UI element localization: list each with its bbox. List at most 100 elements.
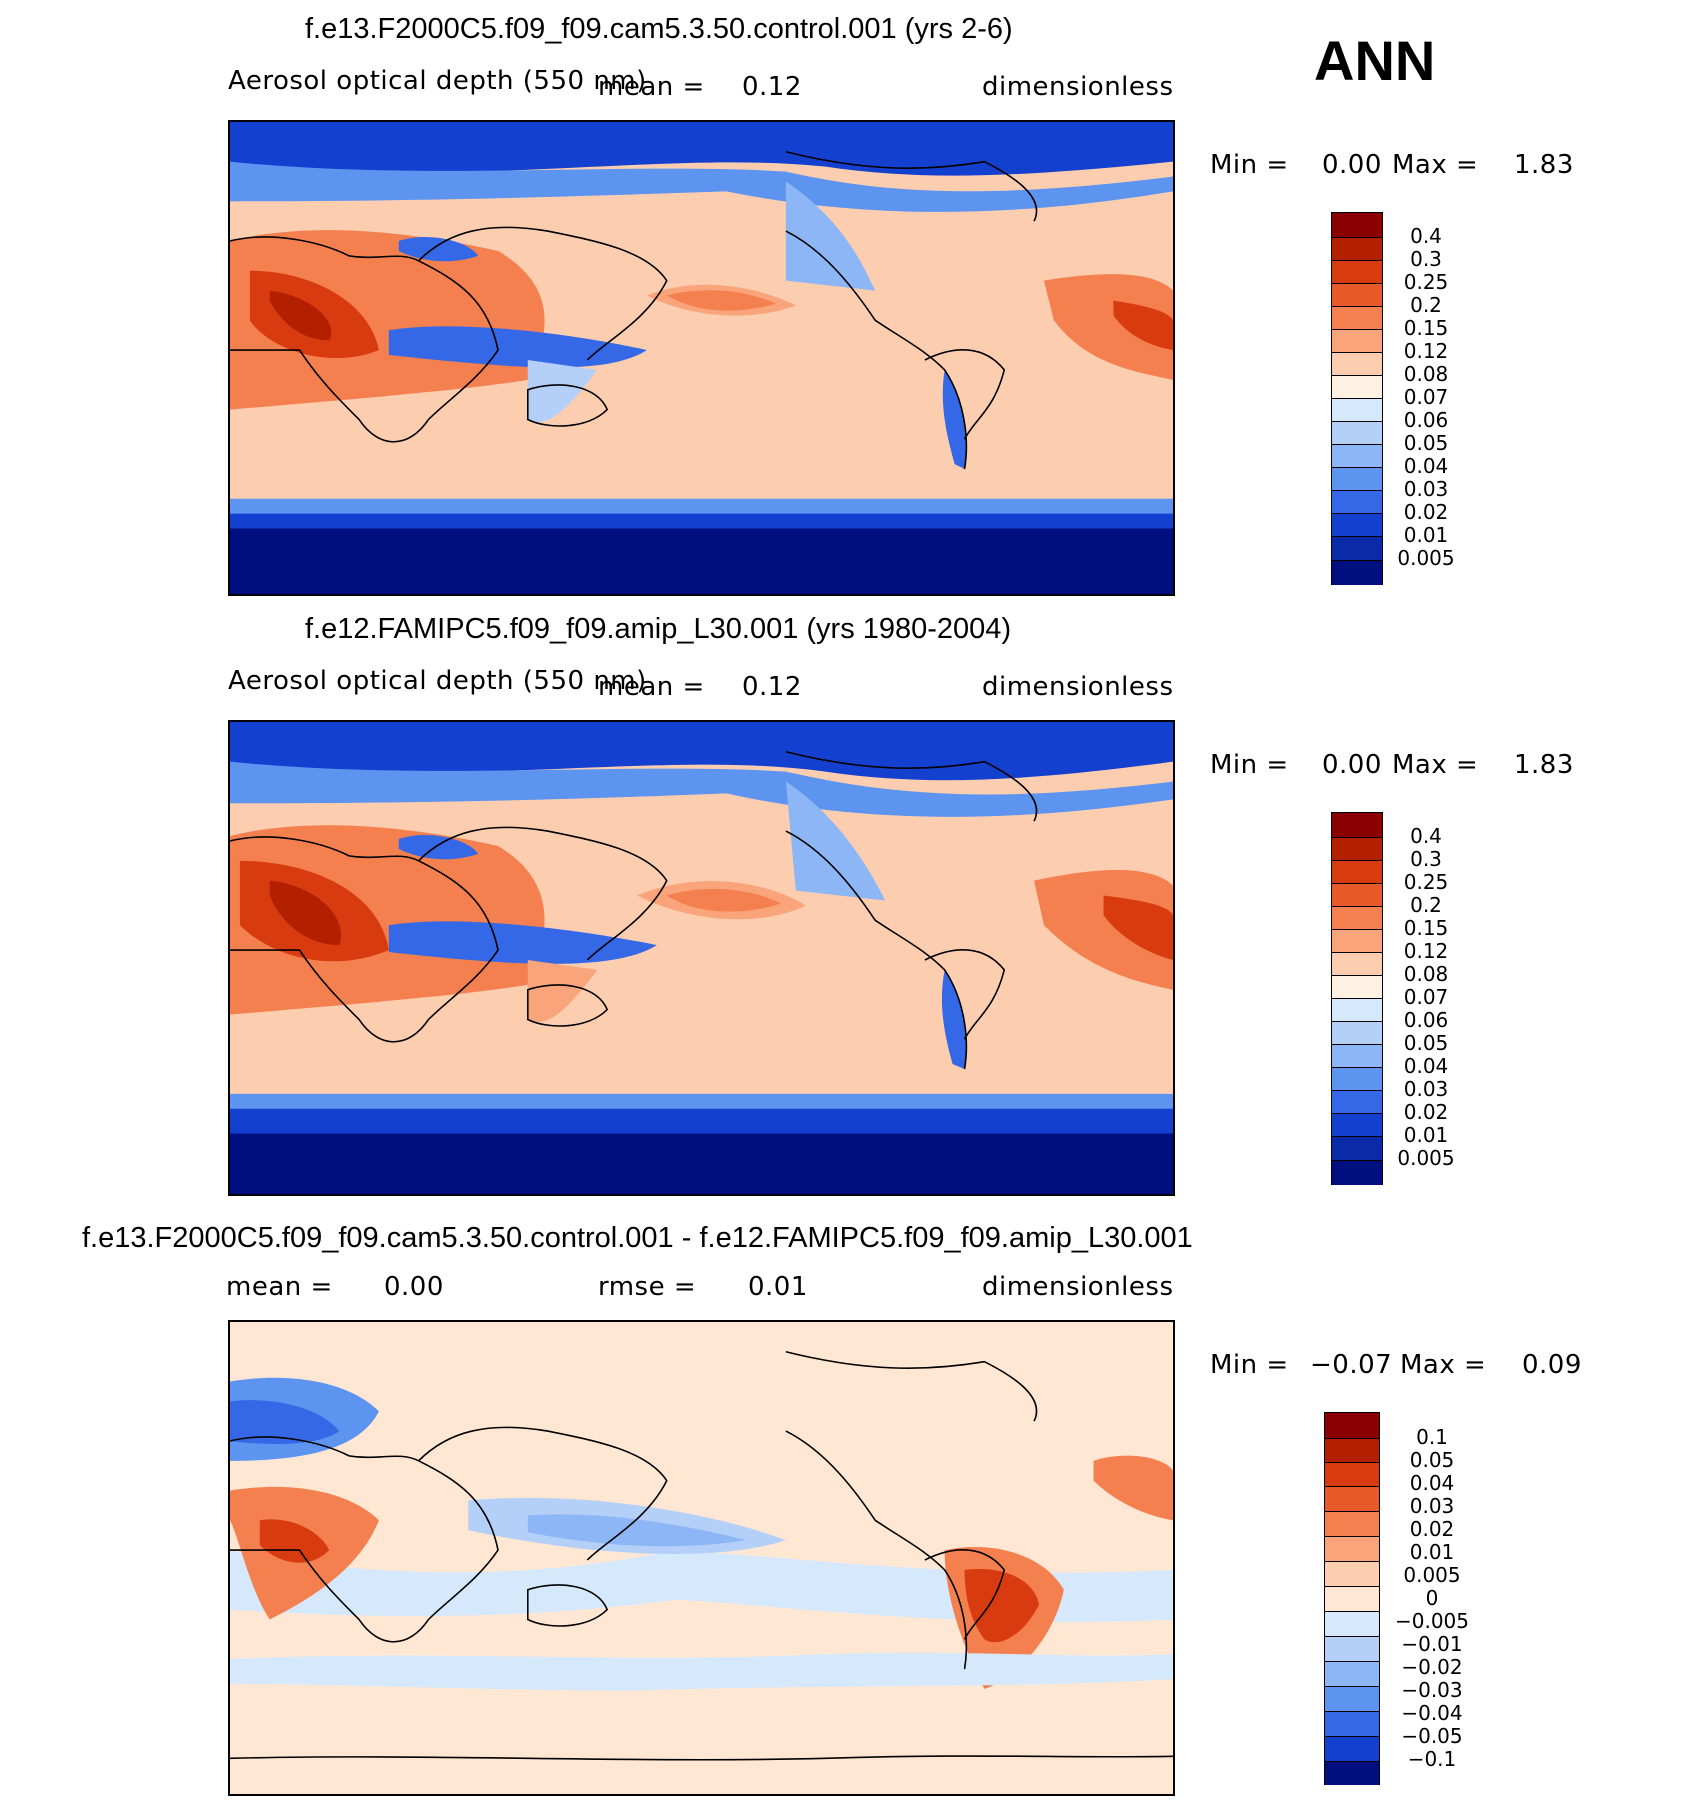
colorbar-label: 0.03 (1409, 1494, 1455, 1518)
panel2-max-label: Max = (1392, 750, 1479, 780)
colorbar-label: 0.02 (1403, 1100, 1449, 1124)
colorbar-swatch (1325, 1661, 1379, 1686)
colorbar-label: 0.15 (1403, 316, 1449, 340)
panel1-variable: Aerosol optical depth (550 nm) (228, 66, 647, 96)
colorbar-swatch (1325, 1611, 1379, 1636)
panel3-rmse-label: rmse = (598, 1272, 697, 1302)
colorbar-label: −0.04 (1401, 1701, 1463, 1725)
colorbar-label: 0.25 (1403, 270, 1449, 294)
colorbar-label: 0.005 (1397, 1146, 1455, 1170)
panel2-min-label: Min = (1210, 750, 1289, 780)
colorbar-swatch (1332, 352, 1382, 375)
colorbar-swatch (1332, 1044, 1382, 1067)
panel1-title: f.e13.F2000C5.f09_f09.cam5.3.50.control.… (305, 13, 1013, 45)
colorbar-label: −0.05 (1401, 1724, 1463, 1748)
colorbar-swatch (1332, 260, 1382, 283)
colorbar-label: 0.4 (1410, 824, 1442, 848)
panel1-max-label: Max = (1392, 150, 1479, 180)
colorbar-swatch (1332, 398, 1382, 421)
colorbar-label: 0.06 (1403, 408, 1449, 432)
panel2-colorbar (1331, 812, 1383, 1185)
colorbar-label: 0.08 (1403, 962, 1449, 986)
colorbar-label: 0.06 (1403, 1008, 1449, 1032)
colorbar-label: 0 (1425, 1586, 1439, 1610)
colorbar-swatch (1332, 329, 1382, 352)
colorbar-label: 0.05 (1403, 431, 1449, 455)
colorbar-swatch (1332, 467, 1382, 490)
colorbar-swatch (1325, 1586, 1379, 1611)
colorbar-swatch (1332, 906, 1382, 929)
colorbar-swatch (1332, 883, 1382, 906)
colorbar-swatch (1332, 860, 1382, 883)
colorbar-label: 0.4 (1410, 224, 1442, 248)
panel3-max-label: Max = (1400, 1350, 1487, 1380)
season-label: ANN (1314, 29, 1436, 92)
colorbar-swatch (1332, 560, 1382, 585)
panel2-variable: Aerosol optical depth (550 nm) (228, 666, 647, 696)
colorbar-swatch (1332, 1090, 1382, 1113)
panel1-mean-label: mean = (598, 72, 705, 102)
colorbar-swatch (1332, 444, 1382, 467)
colorbar-swatch (1332, 837, 1382, 860)
colorbar-label: 0.05 (1403, 1031, 1449, 1055)
colorbar-label: 0.03 (1403, 1077, 1449, 1101)
panel3-mean-value: 0.00 (384, 1272, 444, 1302)
panel2-map (228, 720, 1175, 1196)
panel2-mean-value: 0.12 (742, 672, 802, 702)
panel3-mean-label: mean = (226, 1272, 333, 1302)
colorbar-swatch (1325, 1636, 1379, 1661)
panel1-map (228, 120, 1175, 596)
colorbar-swatch (1332, 213, 1382, 237)
panel2-min-value: 0.00 (1322, 750, 1382, 780)
panel3-title: f.e13.F2000C5.f09_f09.cam5.3.50.control.… (82, 1222, 1193, 1254)
colorbar-swatch (1332, 998, 1382, 1021)
colorbar-swatch (1332, 375, 1382, 398)
colorbar-swatch (1332, 513, 1382, 536)
panel2-units: dimensionless (982, 672, 1174, 702)
colorbar-label: 0.01 (1409, 1540, 1455, 1564)
colorbar-label: 0.04 (1403, 454, 1449, 478)
colorbar-swatch (1325, 1761, 1379, 1785)
colorbar-swatch (1332, 536, 1382, 560)
colorbar-label: 0.02 (1403, 500, 1449, 524)
colorbar-swatch (1325, 1561, 1379, 1586)
colorbar-swatch (1332, 421, 1382, 444)
colorbar-label: 0.15 (1403, 916, 1449, 940)
colorbar-label: 0.1 (1416, 1425, 1448, 1449)
colorbar-swatch (1332, 490, 1382, 513)
colorbar-label: 0.07 (1403, 385, 1449, 409)
colorbar-label: −0.1 (1407, 1747, 1457, 1771)
panel3-colorbar (1324, 1412, 1380, 1785)
panel3-min-value: −0.07 (1310, 1350, 1393, 1380)
colorbar-swatch (1332, 929, 1382, 952)
colorbar-swatch (1332, 1160, 1382, 1185)
panel2-title: f.e12.FAMIPC5.f09_f09.amip_L30.001 (yrs … (305, 613, 1012, 645)
panel2-max-value: 1.83 (1514, 750, 1574, 780)
colorbar-swatch (1332, 1067, 1382, 1090)
colorbar-label: 0.12 (1403, 939, 1449, 963)
colorbar-label: 0.02 (1409, 1517, 1455, 1541)
colorbar-swatch (1325, 1686, 1379, 1711)
colorbar-label: 0.3 (1410, 847, 1442, 871)
colorbar-swatch (1332, 237, 1382, 260)
panel3-units: dimensionless (982, 1272, 1174, 1302)
panel3-max-value: 0.09 (1522, 1350, 1582, 1380)
panel3-map (228, 1320, 1175, 1796)
colorbar-swatch (1325, 1413, 1379, 1438)
panel1-min-label: Min = (1210, 150, 1289, 180)
panel2-mean-label: mean = (598, 672, 705, 702)
colorbar-label: 0.12 (1403, 339, 1449, 363)
colorbar-label: 0.3 (1410, 247, 1442, 271)
colorbar-label: −0.005 (1394, 1609, 1469, 1633)
colorbar-swatch (1325, 1536, 1379, 1561)
panel1-max-value: 1.83 (1514, 150, 1574, 180)
colorbar-swatch (1332, 975, 1382, 998)
colorbar-swatch (1332, 952, 1382, 975)
colorbar-swatch (1332, 283, 1382, 306)
colorbar-label: 0.03 (1403, 477, 1449, 501)
colorbar-swatch (1332, 306, 1382, 329)
panel3-min-label: Min = (1210, 1350, 1289, 1380)
colorbar-label: 0.01 (1403, 523, 1449, 547)
colorbar-label: 0.25 (1403, 870, 1449, 894)
panel1-units: dimensionless (982, 72, 1174, 102)
